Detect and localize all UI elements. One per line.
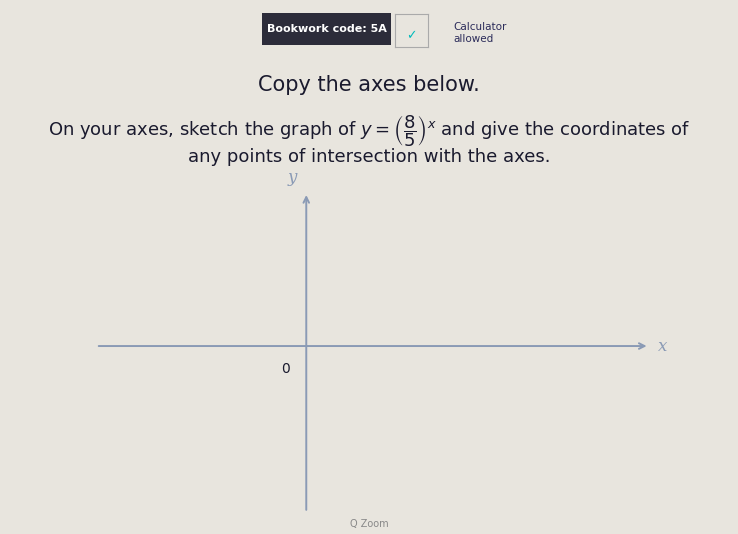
Text: any points of intersection with the axes.: any points of intersection with the axes… bbox=[187, 148, 551, 166]
Text: Bookwork code: 5A: Bookwork code: 5A bbox=[266, 25, 387, 34]
Text: Copy the axes below.: Copy the axes below. bbox=[258, 75, 480, 96]
Text: Q Zoom: Q Zoom bbox=[350, 519, 388, 529]
Text: y: y bbox=[288, 169, 297, 186]
Text: 0: 0 bbox=[281, 362, 289, 376]
Text: x: x bbox=[658, 337, 667, 355]
Text: ✓: ✓ bbox=[406, 29, 417, 42]
Text: allowed: allowed bbox=[454, 34, 494, 44]
Text: Calculator: Calculator bbox=[454, 22, 507, 32]
Text: On your axes, sketch the graph of $y = \left(\dfrac{8}{5}\right)^x$ and give the: On your axes, sketch the graph of $y = \… bbox=[48, 114, 690, 149]
